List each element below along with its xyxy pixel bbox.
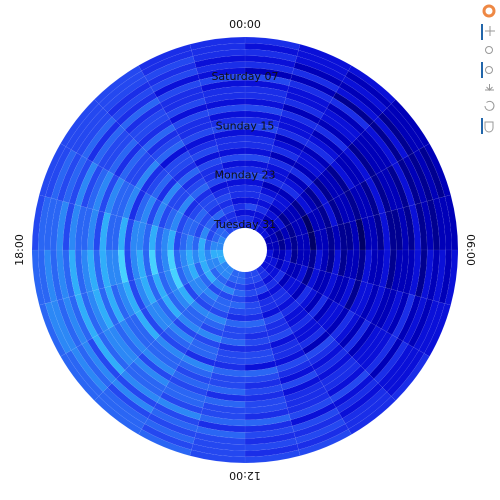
cell [255, 225, 266, 235]
zoom-tool[interactable] [485, 46, 493, 54]
ring-label: Tuesday 31 [213, 218, 276, 231]
cell [217, 235, 227, 245]
angle-label: 00:00 [229, 18, 261, 31]
angle-label: 06:00 [464, 234, 477, 266]
cell [260, 260, 270, 271]
cell [263, 255, 273, 265]
wheel-zoom-tool[interactable] [485, 66, 493, 74]
cell [263, 235, 273, 245]
save-tool[interactable] [485, 84, 494, 92]
cell [266, 249, 274, 258]
ring-label: Monday 23 [215, 169, 276, 182]
cell [224, 265, 235, 275]
ring-label: Saturday 07 [211, 70, 278, 83]
pan-tool[interactable] [485, 26, 495, 36]
cell [250, 222, 260, 232]
cell [237, 221, 246, 229]
cell [244, 221, 253, 229]
cell [217, 255, 227, 265]
toolbar [481, 4, 496, 134]
logo [482, 4, 496, 18]
cell [250, 268, 260, 278]
hover-tool[interactable] [484, 121, 494, 133]
angle-label: 18:00 [13, 234, 26, 266]
cell [230, 222, 240, 232]
labels: Saturday 07 Sunday 15 Monday 23 Tuesday 31 0… [13, 18, 477, 482]
cell [220, 229, 230, 240]
cell [216, 242, 224, 251]
angle-label: 12:00 [229, 469, 261, 482]
heatmap [31, 36, 459, 464]
cell [230, 268, 240, 278]
ring-label: Sunday 15 [216, 119, 275, 132]
reset-tool[interactable] [484, 100, 495, 111]
cell [237, 271, 246, 279]
